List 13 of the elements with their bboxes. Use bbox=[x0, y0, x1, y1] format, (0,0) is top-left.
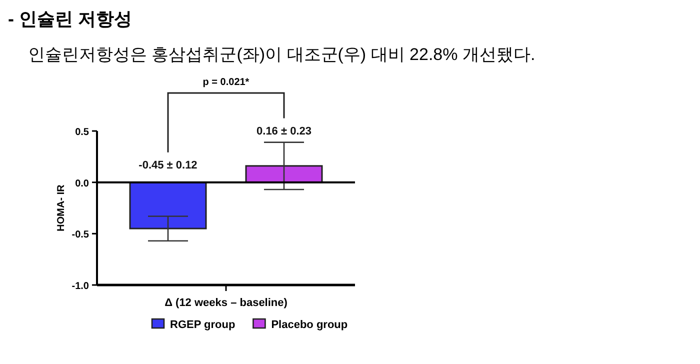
data-label: 0.16 ± 0.23 bbox=[256, 125, 312, 138]
y-axis-title: HOMA- IR bbox=[56, 184, 67, 232]
chart-title: - 인슐린 저항성 bbox=[8, 9, 132, 29]
legend-label: RGEP group bbox=[170, 319, 236, 331]
y-tick-label: 0.0 bbox=[75, 178, 90, 190]
chart-subtitle: 인슐린저항성은 홍삼섭취군(좌)이 대조군(우) 대비 22.8% 개선됐다. bbox=[28, 45, 536, 64]
data-label: -0.45 ± 0.12 bbox=[138, 159, 198, 172]
x-tick-label: Δ (12 weeks – baseline) bbox=[164, 297, 288, 309]
text: p = 0.021* bbox=[202, 77, 250, 88]
y-tick-label: -0.5 bbox=[72, 230, 90, 241]
legend-label: Placebo group bbox=[271, 319, 348, 331]
y-tick-label: 0.5 bbox=[75, 127, 90, 138]
y-tick-label: -1.0 bbox=[72, 281, 90, 292]
